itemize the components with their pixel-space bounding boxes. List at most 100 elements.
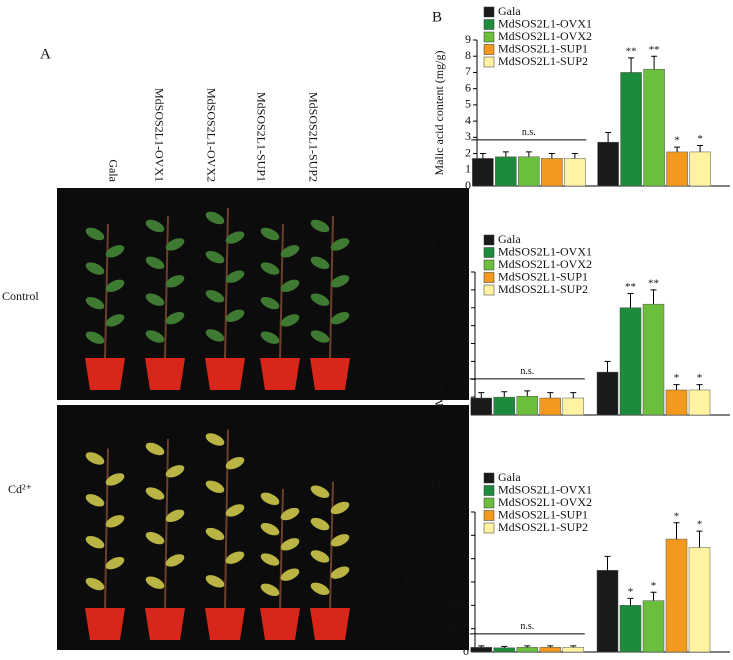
- leaf: [145, 487, 165, 500]
- y-tick-label: 1: [465, 162, 471, 176]
- leaf: [260, 227, 280, 241]
- legend-label: MdSOS2L1-SUP1: [498, 507, 588, 521]
- error-bar: [651, 55, 658, 70]
- leaf: [260, 553, 280, 566]
- leaf: [330, 311, 350, 325]
- stem: [329, 215, 334, 361]
- significance: *: [628, 586, 634, 598]
- error-bar: [547, 392, 554, 399]
- leaf: [165, 554, 185, 567]
- column-label: MdSOS2L1-OVX2: [204, 88, 218, 182]
- leaf: [260, 523, 280, 536]
- leaf: [85, 494, 105, 507]
- y-tick-label: 5: [463, 317, 469, 331]
- leaf: [205, 250, 225, 264]
- error-bar: [570, 392, 577, 399]
- pot: [310, 358, 350, 390]
- leaf: [205, 211, 225, 225]
- leaf: [280, 507, 300, 521]
- pot: [145, 358, 185, 390]
- bar: [493, 396, 516, 416]
- leaf: [330, 534, 350, 547]
- y-tick-label: 3: [465, 129, 471, 143]
- bar: [516, 647, 539, 653]
- error-bar: [628, 57, 635, 73]
- pot: [205, 358, 245, 390]
- error-bar: [627, 597, 634, 606]
- pot: [260, 608, 300, 640]
- legend-swatch: [483, 259, 495, 271]
- leaf: [85, 262, 105, 275]
- y-tick-label: 25000: [439, 527, 469, 541]
- column-label: MdSOS2L1-SUP1: [254, 92, 268, 182]
- y-tick-label: 9: [465, 32, 471, 46]
- legend-swatch: [483, 497, 495, 509]
- bar: [596, 371, 619, 416]
- legend-label: MdSOS2L1-OVX2: [498, 29, 592, 43]
- leaf: [165, 275, 185, 288]
- bar: [596, 570, 619, 653]
- bar: [665, 389, 688, 416]
- leaf: [165, 465, 185, 478]
- leaf: [145, 256, 165, 270]
- stem: [279, 223, 284, 361]
- legend-label: MdSOS2L1-OVX2: [498, 257, 592, 271]
- y-tick-label: 1: [463, 389, 469, 403]
- legend-label: Gala: [498, 232, 521, 246]
- significance: *: [651, 580, 657, 592]
- leaf: [310, 219, 330, 233]
- annotation: n.s.: [520, 621, 534, 632]
- stem: [164, 215, 169, 361]
- error-bar: [604, 360, 611, 373]
- bar: [689, 151, 711, 187]
- leaf: [225, 231, 245, 244]
- leaf: [145, 293, 165, 306]
- panel-label: D: [430, 473, 441, 489]
- leaf: [310, 582, 330, 596]
- leaf: [85, 331, 105, 344]
- leaf: [260, 296, 280, 310]
- leaf: [280, 279, 300, 293]
- bar: [666, 151, 688, 187]
- y-tick-label: 8: [463, 264, 469, 278]
- error-bar: [570, 645, 577, 648]
- error-bar: [673, 522, 680, 540]
- legend-label: MdSOS2L1-OVX2: [498, 495, 592, 509]
- significance: *: [697, 519, 703, 531]
- y-tick-label: 10000: [439, 597, 469, 611]
- leaf: [105, 556, 125, 570]
- column-label: Gala: [106, 159, 120, 182]
- legend-swatch: [483, 6, 495, 18]
- column-label: MdSOS2L1-SUP2: [306, 92, 320, 182]
- annotation: n.s.: [520, 366, 534, 377]
- error-bar: [548, 153, 555, 159]
- significance: **: [625, 281, 636, 293]
- leaf: [145, 531, 165, 545]
- legend-label: MdSOS2L1-SUP1: [498, 41, 588, 55]
- error-bar: [525, 151, 532, 157]
- bar: [541, 158, 563, 187]
- stem: [224, 207, 229, 361]
- y-axis-label: Malic acid content (mg/g): [432, 281, 446, 406]
- significance: *: [674, 372, 680, 384]
- leaf: [330, 566, 350, 579]
- row-label: Cd²⁺: [8, 482, 32, 496]
- y-tick-label: 7: [463, 282, 469, 296]
- error-bar: [696, 384, 703, 390]
- bar: [472, 158, 494, 187]
- leaf: [310, 293, 330, 306]
- legend-swatch: [483, 510, 495, 521]
- stem: [279, 488, 284, 611]
- error-bar: [696, 530, 703, 548]
- legend-label: MdSOS2L1-SUP2: [498, 54, 588, 68]
- leaf: [330, 238, 350, 251]
- legend-label: MdSOS2L1-OVX1: [498, 16, 592, 30]
- leaf: [105, 279, 125, 293]
- error-bar: [502, 151, 509, 157]
- y-tick-label: 3: [463, 353, 469, 367]
- legend-label: MdSOS2L1-SUP2: [498, 282, 588, 296]
- error-bar: [479, 153, 486, 159]
- leaf: [310, 517, 330, 531]
- leaf: [105, 515, 125, 528]
- bar: [642, 600, 665, 653]
